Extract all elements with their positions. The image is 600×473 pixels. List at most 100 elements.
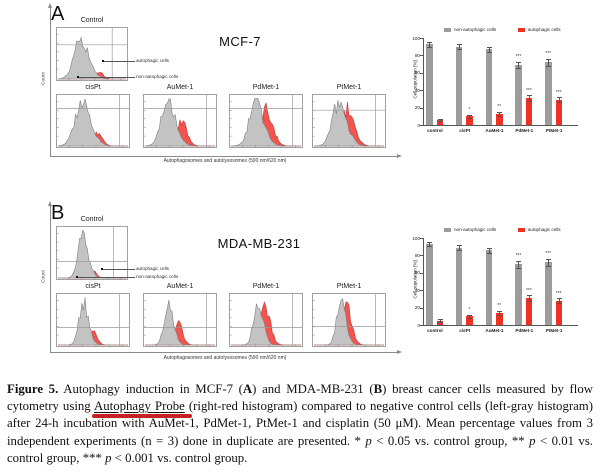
intensity-axis (50, 156, 398, 157)
flow-histogram (312, 94, 386, 148)
error-cap (427, 41, 432, 43)
error-cap (486, 247, 492, 249)
y-tick (420, 307, 423, 309)
significance-label: *** (515, 253, 522, 260)
bar-gray (545, 262, 552, 325)
flow-histogram (229, 293, 303, 347)
error-cap (516, 267, 522, 269)
plot-title: PdMet-1 (252, 283, 280, 290)
significance-label: ** (497, 104, 502, 110)
caption-text: ) breast cancer cells measured by flow c… (7, 382, 593, 414)
error-bar (499, 310, 501, 315)
y-tick (420, 72, 423, 74)
flow-histogram (143, 94, 217, 148)
bar-gray (545, 62, 552, 125)
flow-plot-pdmet1: PdMet-1 (229, 84, 303, 153)
error-cap (427, 46, 432, 48)
axis-arrow-up-icon (48, 3, 52, 8)
y-tick (420, 290, 423, 292)
plot-title: PtMet-1 (336, 84, 362, 91)
caption-text: Autophagy induction in MCF-7 ( (58, 382, 243, 396)
significance-label: ** (497, 303, 502, 310)
bar-red (555, 300, 563, 325)
category-label: control (427, 128, 443, 133)
y-tick-label: 0 (417, 122, 420, 128)
error-bar (558, 97, 560, 103)
x-axis-label: Autophagosomes and autolysosomes (590 nm… (163, 158, 287, 164)
annotation-dot (76, 276, 79, 279)
bar-gray (485, 49, 493, 125)
y-tick (420, 325, 423, 326)
caption-text: ) and MDA-MB-231 ( (252, 382, 374, 396)
y-axis (423, 238, 424, 325)
caption-text: (right-red histogram) compared to negati… (7, 399, 593, 448)
caption-text: < 0.05 vs. control group, ** (371, 433, 530, 448)
bar-red (525, 298, 533, 325)
flow-histogram (56, 226, 128, 280)
bar-red (555, 99, 563, 125)
bar-red (496, 312, 503, 325)
flow-plot-aumet1: AuMet-1 (143, 84, 217, 153)
error-bar (528, 295, 530, 301)
error-cap (456, 44, 462, 46)
plot-title: cisPt (85, 84, 101, 91)
caption-text: A (242, 382, 253, 396)
annotation-dot (77, 76, 80, 79)
error-cap (526, 300, 532, 302)
flow-histogram (56, 293, 130, 347)
legend-item: non-autophagic cells (444, 227, 496, 232)
error-bar (469, 314, 471, 319)
y-tick (420, 55, 423, 57)
flow-histogram (143, 293, 217, 347)
y-tick (420, 90, 423, 92)
annotation-leader-line (104, 61, 135, 62)
flow-histogram (56, 27, 128, 81)
error-bar (458, 44, 460, 50)
legend-label: non-autophagic cells (453, 27, 497, 32)
annotation-leader-line (78, 277, 135, 278)
flow-histogram (229, 94, 303, 148)
error-cap (556, 303, 562, 305)
category-label: PdMet-1 (515, 128, 534, 133)
caption-text: p (529, 433, 536, 448)
bar-gray (455, 247, 463, 325)
error-cap (437, 319, 443, 321)
error-cap (467, 114, 473, 116)
error-cap (467, 118, 473, 119)
bar-gray (426, 44, 433, 125)
y-axis-label: Cell population [%] (412, 260, 418, 299)
flow-histogram (312, 293, 386, 347)
annotation-non-autophagic-cells: non-autophagic cells (136, 274, 179, 279)
legend-item: autophagic cells (518, 27, 561, 32)
panel-label: A (51, 3, 65, 25)
category-label: AuMet-1 (485, 128, 504, 133)
caption-text: p (105, 450, 112, 465)
significance-label: *** (515, 54, 522, 60)
x-axis (423, 125, 578, 126)
caption-text: B (373, 382, 383, 396)
error-cap (427, 246, 432, 248)
annotation-autophagic-cells: autophagic cells (136, 266, 169, 271)
category-label: cisPt (459, 328, 471, 333)
category-label: PtMet-1 (545, 328, 563, 333)
error-cap (486, 51, 492, 53)
count-axis-label: Count (41, 270, 47, 283)
error-bar (439, 118, 441, 122)
category-label: PtMet-1 (545, 128, 563, 133)
bar-gray (515, 264, 522, 325)
error-cap (526, 95, 532, 97)
error-cap (526, 295, 532, 297)
error-cap (516, 61, 522, 63)
plot-title: AuMet-1 (166, 84, 194, 91)
flow-plot-pdmet1: PdMet-1 (229, 283, 303, 352)
significance-label: *** (555, 290, 562, 297)
y-tick-label: 20 (414, 305, 420, 311)
flow-plot-cispt: cisPt (56, 84, 130, 153)
x-axis (423, 325, 578, 326)
error-cap (467, 318, 473, 319)
legend-label: autophagic cells (527, 227, 561, 232)
error-bar (558, 298, 560, 304)
bar-red (466, 316, 473, 325)
axis-arrow-right-icon (397, 154, 402, 158)
significance-label: *** (545, 51, 552, 58)
